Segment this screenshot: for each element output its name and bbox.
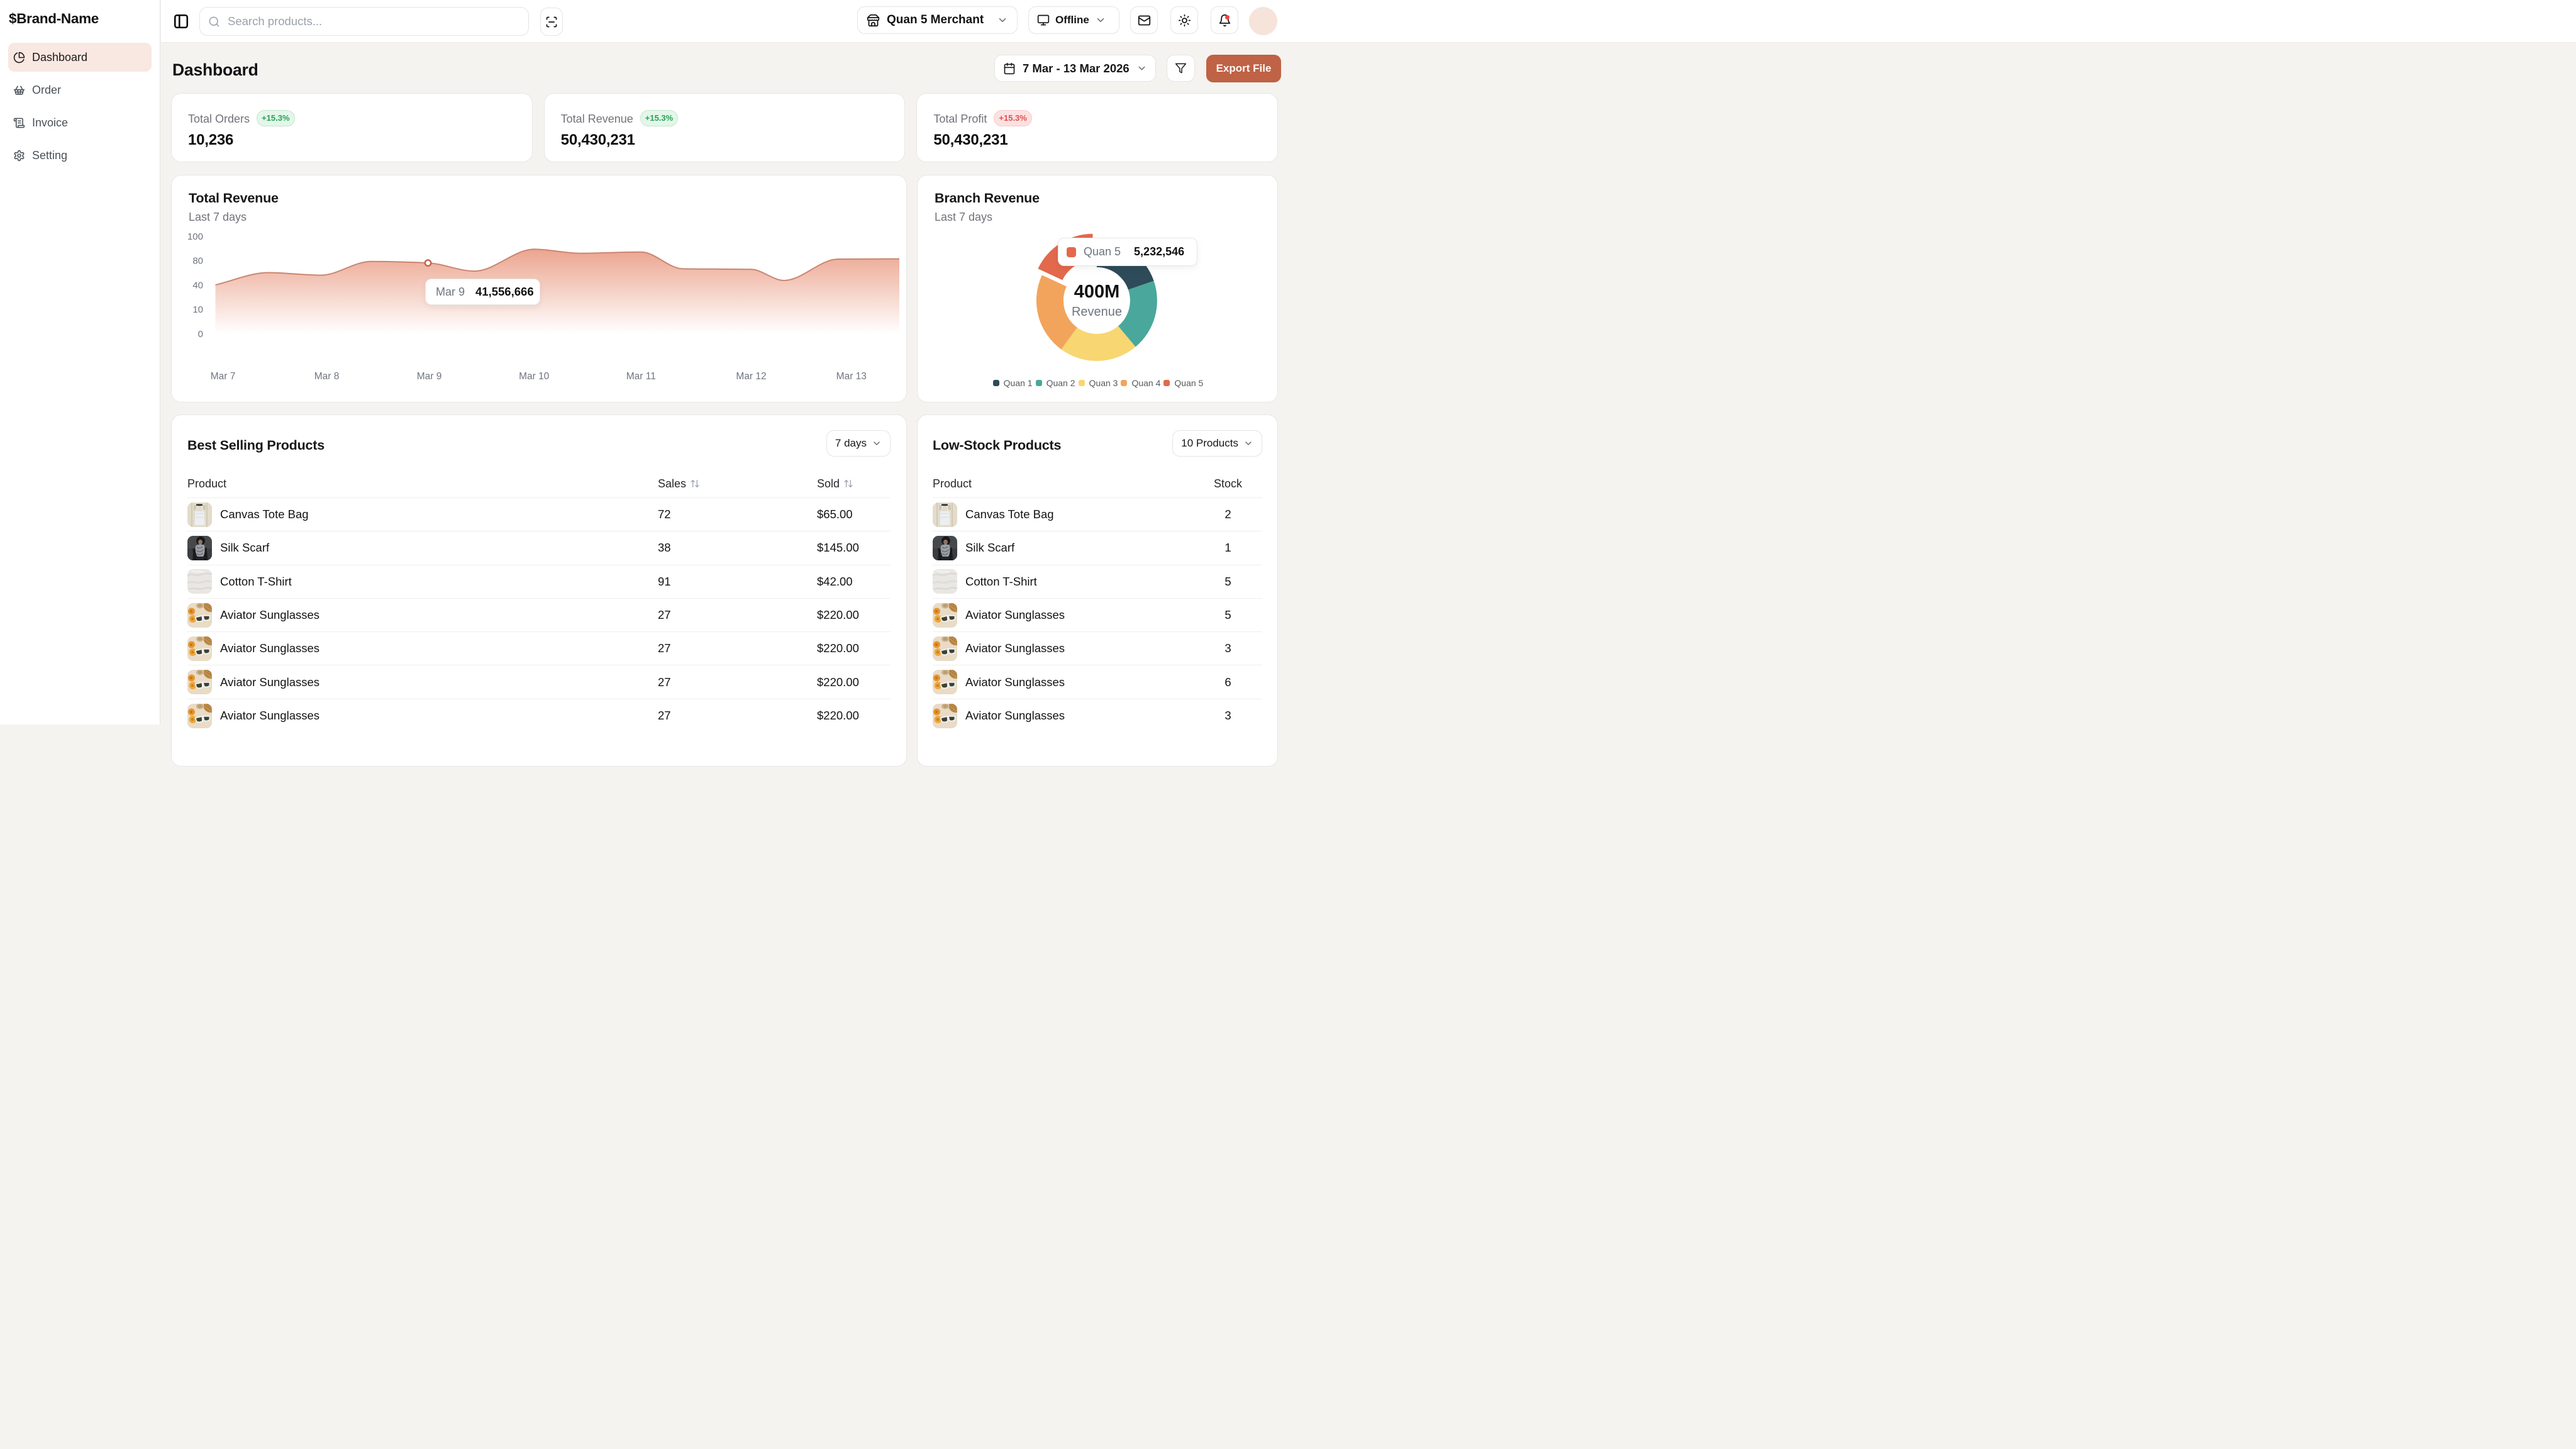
svg-text:80: 80 xyxy=(192,256,203,267)
svg-text:10: 10 xyxy=(192,304,203,315)
svg-text:Mar 7: Mar 7 xyxy=(211,371,236,382)
svg-text:Mar 13: Mar 13 xyxy=(836,371,867,382)
svg-text:Mar 8: Mar 8 xyxy=(314,371,340,382)
svg-text:Mar 12: Mar 12 xyxy=(736,371,766,382)
svg-text:Mar 11: Mar 11 xyxy=(626,371,656,382)
svg-text:Mar 10: Mar 10 xyxy=(519,371,550,382)
svg-text:0: 0 xyxy=(198,329,203,340)
svg-text:Mar 9: Mar 9 xyxy=(417,371,442,382)
svg-text:40: 40 xyxy=(192,280,203,291)
svg-text:100: 100 xyxy=(187,231,203,242)
